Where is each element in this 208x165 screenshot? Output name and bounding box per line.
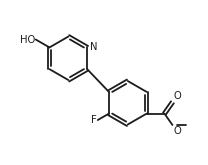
Text: O: O (173, 91, 181, 101)
Text: F: F (91, 115, 97, 125)
Text: O: O (173, 126, 181, 136)
Text: HO: HO (20, 34, 35, 45)
Text: N: N (90, 42, 97, 52)
